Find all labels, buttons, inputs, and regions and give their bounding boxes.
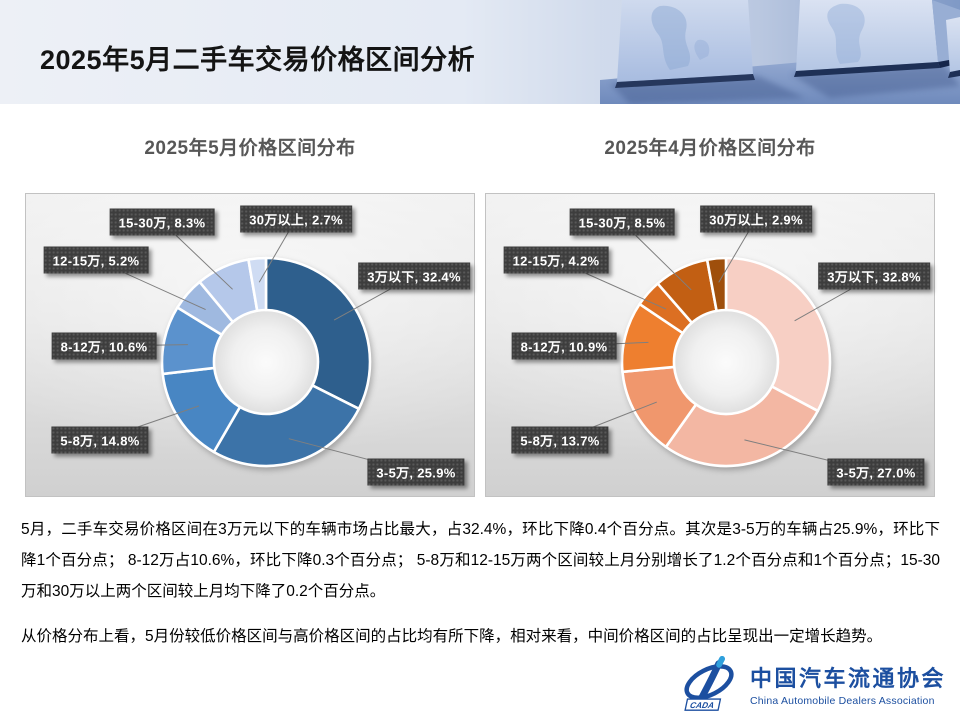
analysis-paragraph-2: 从价格分布上看，5月份较低价格区间与高价格区间的占比均有所下降，相对来看，中间价… bbox=[21, 628, 883, 645]
segment-callout-12-15万: 12-15万, 4.2% bbox=[503, 246, 609, 274]
logo-name-cn: 中国汽车流通协会 bbox=[749, 666, 946, 691]
segment-callout-15-30万: 15-30万, 8.5% bbox=[569, 208, 675, 236]
analysis-paragraph-1: 5月，二手车交易价格区间在3万元以下的车辆市场占比最大，占32.4%，环比下降0… bbox=[21, 521, 940, 600]
header-banner: 2025年5月二手车交易价格区间分析 bbox=[0, 0, 960, 104]
chart-title-may: 2025年5月价格区间分布 bbox=[144, 138, 356, 159]
donut-segment-30万以上 bbox=[705, 256, 728, 313]
donut-hole bbox=[212, 308, 320, 416]
analysis-text-block: 5月，二手车交易价格区间在3万元以下的车辆市场占比最大，占32.4%，环比下降0… bbox=[21, 514, 940, 666]
segment-callout-30万以上: 30万以上, 2.7% bbox=[240, 205, 352, 233]
donut-0 bbox=[160, 256, 372, 468]
chart-panel-may: 3万以下, 32.4% 3-5万, 25.9% 5-8万, 14.8% 8-12万, … bbox=[25, 193, 475, 497]
segment-callout-8-12万: 8-12万, 10.9% bbox=[511, 332, 617, 360]
decorative-cubes-image bbox=[600, 0, 960, 104]
donut-hole bbox=[672, 308, 780, 416]
donut-segment-30万以上 bbox=[247, 256, 268, 313]
cada-logo-icon: CADA bbox=[684, 656, 734, 711]
segment-callout-5-8万: 5-8万, 13.7% bbox=[511, 426, 609, 454]
donut-chart-april bbox=[555, 218, 877, 473]
segment-callout-12-15万: 12-15万, 5.2% bbox=[43, 246, 149, 274]
organization-logo: CADA 中国汽车流通协会 China Automobile Dealers A… bbox=[679, 656, 946, 712]
segment-callout-5-8万: 5-8万, 14.8% bbox=[51, 426, 149, 454]
donut-chart-may bbox=[95, 218, 417, 473]
segment-callout-3万以下: 3万以下, 32.4% bbox=[358, 262, 470, 290]
segment-callout-8-12万: 8-12万, 10.6% bbox=[51, 332, 157, 360]
segment-callout-3-5万: 3-5万, 25.9% bbox=[367, 458, 465, 486]
segment-callout-15-30万: 15-30万, 8.3% bbox=[109, 208, 215, 236]
logo-name-en: China Automobile Dealers Association bbox=[749, 695, 935, 707]
chart-panel-april: 3万以下, 32.8% 3-5万, 27.0% 5-8万, 13.7% 8-12万, … bbox=[485, 193, 935, 497]
donut-segment-3万以下 bbox=[264, 256, 372, 411]
page-title: 2025年5月二手车交易价格区间分析 bbox=[40, 45, 476, 75]
chart-title-april: 2025年4月价格区间分布 bbox=[604, 138, 816, 159]
segment-callout-3-5万: 3-5万, 27.0% bbox=[827, 458, 925, 486]
donut-segment-3-5万 bbox=[664, 385, 820, 468]
donut-segment-3-5万 bbox=[212, 384, 361, 468]
donut-segment-3万以下 bbox=[724, 256, 832, 413]
cada-acronym: CADA bbox=[689, 700, 715, 710]
segment-callout-3万以下: 3万以下, 32.8% bbox=[818, 262, 930, 290]
donut-1 bbox=[620, 256, 832, 468]
segment-callout-30万以上: 30万以上, 2.9% bbox=[700, 205, 812, 233]
